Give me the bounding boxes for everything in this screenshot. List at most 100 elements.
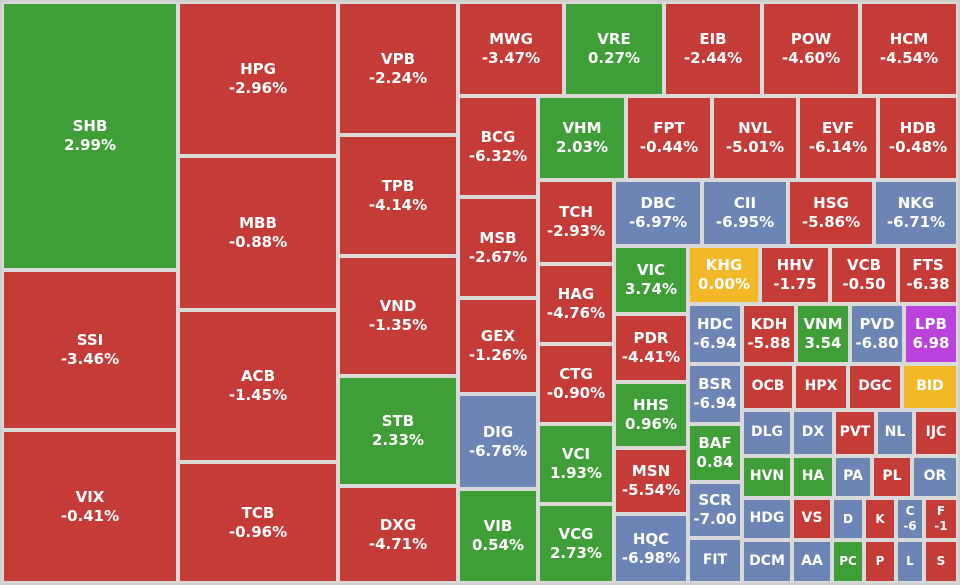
tile-label-group: VRE 0.27%	[588, 30, 640, 68]
tile-gex[interactable]: GEX -1.26%	[458, 298, 538, 394]
tile-vhm[interactable]: VHM 2.03%	[538, 96, 626, 180]
tile-mbb[interactable]: MBB -0.88%	[178, 156, 338, 310]
tile-evf[interactable]: EVF -6.14%	[798, 96, 878, 180]
tile-ticker: TCH	[559, 203, 593, 222]
tile-ocb[interactable]: OCB	[742, 364, 794, 410]
tile-fts[interactable]: FTS -6.38	[898, 246, 958, 304]
tile-ticker: HHV	[776, 256, 814, 275]
tile-vnd[interactable]: VND -1.35%	[338, 256, 458, 376]
tile-ssi[interactable]: SSI -3.46%	[2, 270, 178, 430]
tile-or[interactable]: OR	[912, 456, 958, 498]
tile-pow[interactable]: POW -4.60%	[762, 2, 860, 96]
tile-hhs[interactable]: HHS 0.96%	[614, 382, 688, 448]
tile-nl[interactable]: NL	[876, 410, 914, 456]
tile-c[interactable]: C -6	[896, 498, 924, 540]
tile-baf[interactable]: BAF 0.84	[688, 424, 742, 482]
tile-hdc[interactable]: HDC -6.94	[688, 304, 742, 364]
tile-vcg[interactable]: VCG 2.73%	[538, 504, 614, 583]
tile-label-group: VCI 1.93%	[550, 445, 602, 483]
tile-pl[interactable]: PL	[872, 456, 912, 498]
tile-label-group: HDC -6.94	[693, 315, 736, 353]
tile-f[interactable]: F -1	[924, 498, 958, 540]
tile-label-group: DX	[802, 424, 824, 442]
tile-bsr[interactable]: BSR -6.94	[688, 364, 742, 424]
tile-dbc[interactable]: DBC -6.97%	[614, 180, 702, 246]
tile-change: -1.35%	[368, 316, 428, 334]
tile-bid[interactable]: BID	[902, 364, 958, 410]
tile-ticker: VHM	[562, 119, 602, 138]
tile-hpx[interactable]: HPX	[794, 364, 848, 410]
tile-vs[interactable]: VS	[792, 498, 832, 540]
tile-tch[interactable]: TCH -2.93%	[538, 180, 614, 264]
tile-pc[interactable]: PC	[832, 540, 864, 583]
tile-label-group: EIB -2.44%	[684, 30, 742, 68]
tile-label-group: HHS 0.96%	[625, 396, 677, 434]
tile-dig[interactable]: DIG -6.76%	[458, 394, 538, 489]
tile-ticker: BID	[916, 378, 944, 395]
tile-vib[interactable]: VIB 0.54%	[458, 489, 538, 583]
tile-hhv[interactable]: HHV -1.75	[760, 246, 830, 304]
tile-msb[interactable]: MSB -2.67%	[458, 197, 538, 298]
tile-aa[interactable]: AA	[792, 540, 832, 583]
tile-vix[interactable]: VIX -0.41%	[2, 430, 178, 583]
tile-hpg[interactable]: HPG -2.96%	[178, 2, 338, 156]
tile-change: -0.50	[842, 275, 886, 293]
tile-acb[interactable]: ACB -1.45%	[178, 310, 338, 462]
tile-tcb[interactable]: TCB -0.96%	[178, 462, 338, 583]
tile-vic[interactable]: VIC 3.74%	[614, 246, 688, 314]
tile-change: 0.54%	[471, 536, 525, 554]
tile-tpb[interactable]: TPB -4.14%	[338, 135, 458, 256]
tile-eib[interactable]: EIB -2.44%	[664, 2, 762, 96]
tile-hqc[interactable]: HQC -6.98%	[614, 514, 688, 583]
tile-label-group: BCG -6.32%	[469, 128, 527, 166]
tile-dcm[interactable]: DCM	[742, 540, 792, 583]
tile-pdr[interactable]: PDR -4.41%	[614, 314, 688, 382]
tile-ctg[interactable]: CTG -0.90%	[538, 344, 614, 424]
tile-kdh[interactable]: KDH -5.88	[742, 304, 796, 364]
tile-vcb[interactable]: VCB -0.50	[830, 246, 898, 304]
tile-vpb[interactable]: VPB -2.24%	[338, 2, 458, 135]
tile-scr[interactable]: SCR -7.00	[688, 482, 742, 538]
tile-dx[interactable]: DX	[792, 410, 834, 456]
tile-pvt[interactable]: PVT	[834, 410, 876, 456]
tile-cii[interactable]: CII -6.95%	[702, 180, 788, 246]
tile-k[interactable]: K	[864, 498, 896, 540]
tile-dlg[interactable]: DLG	[742, 410, 792, 456]
tile-ijc[interactable]: IJC	[914, 410, 958, 456]
tile-vnm[interactable]: VNM 3.54	[796, 304, 850, 364]
tile-ticker: HHS	[633, 396, 669, 415]
tile-lpb[interactable]: LPB 6.98	[904, 304, 958, 364]
tile-hsg[interactable]: HSG -5.86%	[788, 180, 874, 246]
tile-mwg[interactable]: MWG -3.47%	[458, 2, 564, 96]
tile-ticker: DCM	[749, 552, 785, 569]
tile-ticker: PC	[839, 554, 857, 568]
tile-ha[interactable]: HA	[792, 456, 834, 498]
tile-ticker: DGC	[858, 378, 892, 395]
tile-nkg[interactable]: NKG -6.71%	[874, 180, 958, 246]
tile-shb[interactable]: SHB 2.99%	[2, 2, 178, 270]
tile-l[interactable]: L	[896, 540, 924, 583]
tile-fit[interactable]: FIT	[688, 538, 742, 583]
tile-stb[interactable]: STB 2.33%	[338, 376, 458, 486]
tile-dxg[interactable]: DXG -4.71%	[338, 486, 458, 583]
tile-vre[interactable]: VRE 0.27%	[564, 2, 664, 96]
tile-hvn[interactable]: HVN	[742, 456, 792, 498]
tile-hag[interactable]: HAG -4.76%	[538, 264, 614, 344]
tile-dgc[interactable]: DGC	[848, 364, 902, 410]
tile-bcg[interactable]: BCG -6.32%	[458, 96, 538, 197]
tile-hdb[interactable]: HDB -0.48%	[878, 96, 958, 180]
tile-nvl[interactable]: NVL -5.01%	[712, 96, 798, 180]
tile-s[interactable]: S	[924, 540, 958, 583]
tile-p[interactable]: P	[864, 540, 896, 583]
tile-pa[interactable]: PA	[834, 456, 872, 498]
tile-hcm[interactable]: HCM -4.54%	[860, 2, 958, 96]
tile-msn[interactable]: MSN -5.54%	[614, 448, 688, 514]
tile-vci[interactable]: VCI 1.93%	[538, 424, 614, 504]
tile-fpt[interactable]: FPT -0.44%	[626, 96, 712, 180]
tile-khg[interactable]: KHG 0.00%	[688, 246, 760, 304]
tile-pvd[interactable]: PVD -6.80	[850, 304, 904, 364]
tile-hdg[interactable]: HDG	[742, 498, 792, 540]
tile-label-group: DGC	[858, 378, 891, 396]
tile-d[interactable]: D	[832, 498, 864, 540]
